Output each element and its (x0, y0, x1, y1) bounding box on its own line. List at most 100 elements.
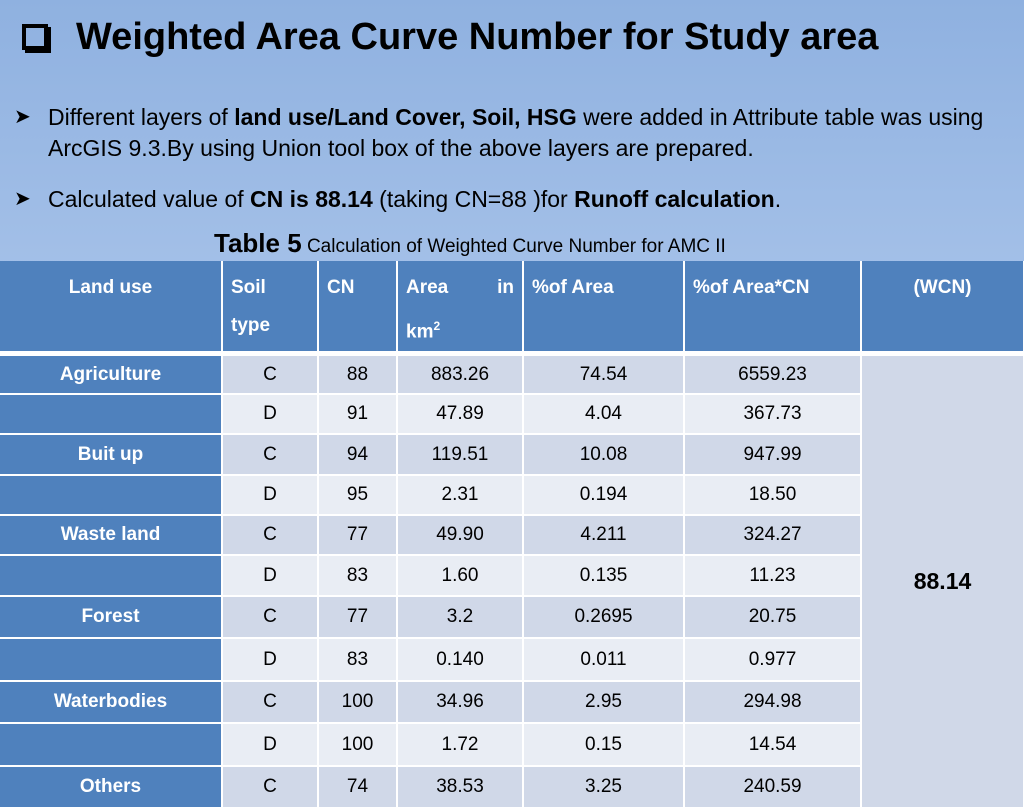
bullet-text: Calculated value of CN is 88.14 (taking … (48, 184, 988, 215)
header-area: Area in km2 (397, 261, 524, 354)
cell-area: 0.140 (397, 638, 524, 683)
cell-pct-area: 2.95 (523, 681, 685, 725)
cell-soil-type: C (222, 353, 319, 396)
header-area-unit: km2 (406, 307, 514, 351)
bullet-text-bold: land use/Land Cover, Soil, HSG (234, 104, 577, 130)
cell-pct-area: 10.08 (523, 434, 685, 477)
cell-area: 38.53 (397, 766, 524, 809)
arrow-bullet-icon: ➤ (14, 106, 31, 128)
wcn-table: Land use Soil type CN Area in km2 %of Are… (0, 261, 1024, 809)
cell-soil-type: C (222, 434, 319, 477)
cell-cn: 100 (318, 723, 398, 768)
cell-land-use: Buit up (0, 434, 223, 477)
cell-pct-area-cn: 18.50 (684, 475, 862, 517)
cell-soil-type: D (222, 475, 319, 517)
page-title: Weighted Area Curve Number for Study are… (76, 15, 879, 58)
cell-pct-area: 0.2695 (523, 596, 685, 640)
table-row: Buit up C 94 119.51 10.08 947.99 (0, 434, 1024, 477)
table-row: Waterbodies C 100 34.96 2.95 294.98 (0, 681, 1024, 725)
table-header-row: Land use Soil type CN Area in km2 %of Are… (0, 261, 1024, 354)
cell-soil-type: C (222, 766, 319, 809)
header-cn: CN (318, 261, 398, 354)
cell-pct-area: 0.15 (523, 723, 685, 768)
cell-pct-area-cn: 367.73 (684, 394, 862, 436)
header-pct-area-cn: %of Area*CN (684, 261, 862, 354)
cell-soil-type: D (222, 723, 319, 768)
cell-pct-area-cn: 294.98 (684, 681, 862, 725)
cell-land-use: Waste land (0, 515, 223, 557)
header-area-top: Area in (406, 269, 514, 307)
bullet-land-use-layers: ➤ Different layers of land use/Land Cove… (14, 102, 988, 164)
cell-area: 119.51 (397, 434, 524, 477)
cell-pct-area: 4.04 (523, 394, 685, 436)
bullet-text-bold: Runoff calculation (574, 186, 775, 212)
cell-cn: 88 (318, 353, 398, 396)
cell-soil-type: D (222, 555, 319, 598)
cell-soil-type: C (222, 515, 319, 557)
cell-soil-type: D (222, 638, 319, 683)
cell-land-use (0, 475, 223, 517)
cell-land-use (0, 723, 223, 768)
cell-land-use: Agriculture (0, 353, 223, 396)
cell-cn: 77 (318, 596, 398, 640)
caption-rest: Calculation of Weighted Curve Number for… (301, 236, 726, 257)
header-wcn: (WCN) (861, 261, 1024, 354)
cell-pct-area-cn: 11.23 (684, 555, 862, 598)
cell-cn: 95 (318, 475, 398, 517)
cell-land-use (0, 555, 223, 598)
bullet-text-part: were added in Attribute table was using … (48, 104, 984, 161)
arrow-bullet-icon: ➤ (14, 188, 31, 210)
header-area-sup: 2 (433, 319, 441, 333)
cell-pct-area-cn: 240.59 (684, 766, 862, 809)
table-row: D 91 47.89 4.04 367.73 (0, 394, 1024, 436)
cell-land-use: Forest (0, 596, 223, 640)
cell-pct-area-cn: 947.99 (684, 434, 862, 477)
caption-lead: Table 5 (214, 228, 302, 258)
cell-soil-type: C (222, 596, 319, 640)
table-row: Forest C 77 3.2 0.2695 20.75 (0, 596, 1024, 640)
cell-area: 1.60 (397, 555, 524, 598)
table-row: Agriculture C 88 883.26 74.54 6559.23 88.14 (0, 353, 1024, 809)
cell-pct-area-cn: 324.27 (684, 515, 862, 557)
cell-land-use: Others (0, 766, 223, 809)
cell-land-use: Waterbodies (0, 681, 223, 725)
cell-soil-type: C (222, 681, 319, 725)
bullet-text-part: (taking CN=88 )for (372, 186, 575, 212)
cell-soil-type: D (222, 394, 319, 436)
cell-land-use (0, 638, 223, 683)
cell-cn: 83 (318, 555, 398, 598)
header-area-in: in (497, 277, 514, 298)
bullet-text-part: Different layers of (48, 104, 235, 130)
cell-pct-area: 74.54 (523, 353, 685, 396)
table-row: D 100 1.72 0.15 14.54 (0, 723, 1024, 768)
cell-pct-area: 4.211 (523, 515, 685, 557)
cell-pct-area-cn: 6559.23 (684, 353, 862, 396)
cell-pct-area-cn: 20.75 (684, 596, 862, 640)
cell-cn: 77 (318, 515, 398, 557)
cell-area: 34.96 (397, 681, 524, 725)
header-soil-type: Soil type (222, 261, 319, 354)
cell-pct-area: 0.135 (523, 555, 685, 598)
cell-area: 883.26 (397, 353, 524, 396)
header-land-use: Land use (0, 261, 223, 354)
cell-area: 1.72 (397, 723, 524, 768)
table-row: D 83 0.140 0.011 0.977 (0, 638, 1024, 683)
cell-pct-area: 0.011 (523, 638, 685, 683)
bullet-text-bold: CN is 88.14 (250, 186, 373, 212)
table-row: D 95 2.31 0.194 18.50 (0, 475, 1024, 517)
cell-pct-area-cn: 14.54 (684, 723, 862, 768)
table-row: D 83 1.60 0.135 11.23 (0, 555, 1024, 598)
cell-area: 49.90 (397, 515, 524, 557)
cell-cn: 83 (318, 638, 398, 683)
cell-pct-area-cn: 0.977 (684, 638, 862, 683)
cell-area: 47.89 (397, 394, 524, 436)
title-row: Weighted Area Curve Number for Study are… (22, 12, 878, 62)
cell-wcn-value: 88.14 (861, 353, 1024, 809)
bullet-cn-value: ➤ Calculated value of CN is 88.14 (takin… (14, 184, 988, 215)
cell-cn: 91 (318, 394, 398, 436)
header-pct-area: %of Area (523, 261, 685, 354)
cell-cn: 100 (318, 681, 398, 725)
bullet-text-part: Calculated value of (48, 186, 251, 212)
table-caption: Table 5 Calculation of Weighted Curve Nu… (214, 228, 726, 259)
header-area-word: Area (406, 277, 449, 298)
